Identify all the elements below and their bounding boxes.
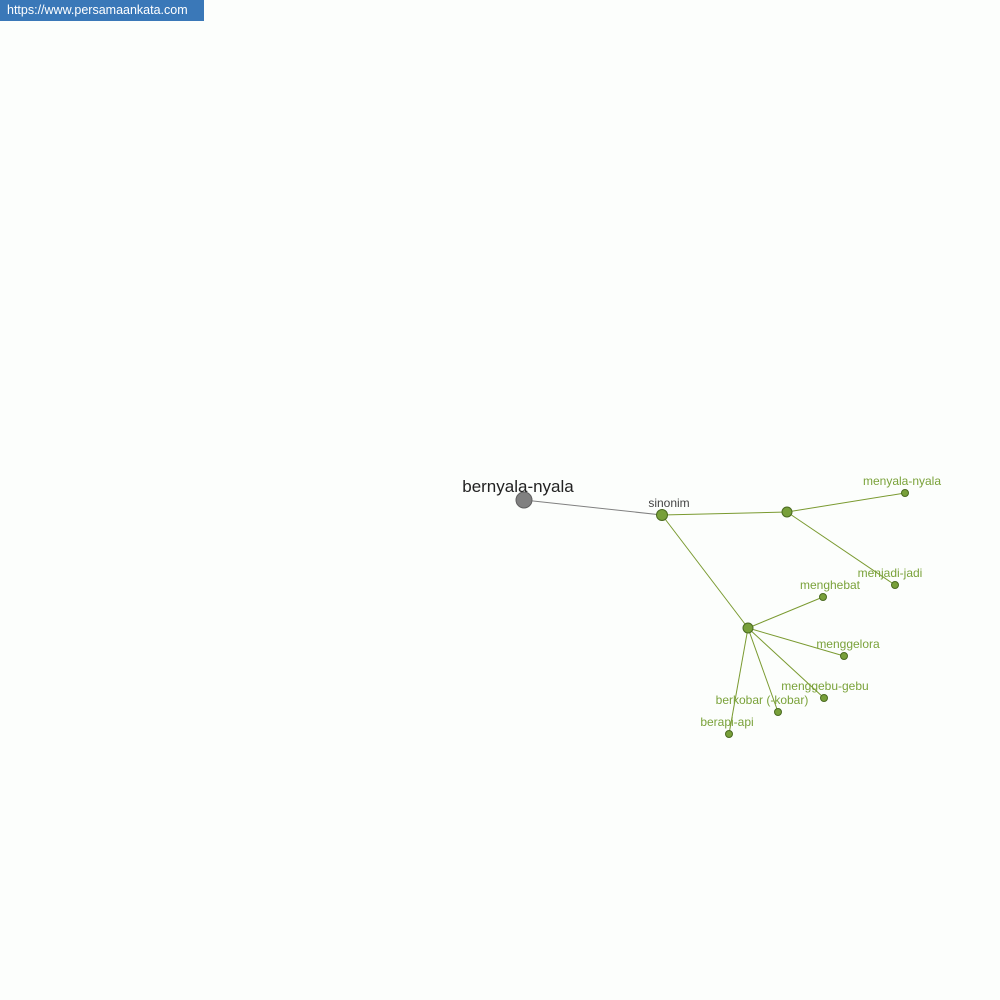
edge-hub1-menyala-nyala xyxy=(786,492,906,513)
edge-root-sinonim xyxy=(523,499,663,516)
leaf-node[interactable] xyxy=(840,652,848,660)
root-label[interactable]: bernyala-nyala xyxy=(462,477,574,496)
synonym-label[interactable]: menjadi-jadi xyxy=(858,566,923,580)
leaf-node[interactable] xyxy=(819,593,827,601)
edge-sinonim-hub2 xyxy=(661,514,749,629)
hub-node[interactable] xyxy=(742,622,754,634)
leaf-node[interactable] xyxy=(820,694,828,702)
synonym-label[interactable]: menyala-nyala xyxy=(863,474,941,488)
root-node[interactable] xyxy=(515,491,533,509)
edge-sinonim-hub1 xyxy=(661,511,788,516)
leaf-node[interactable] xyxy=(901,489,909,497)
leaf-node[interactable] xyxy=(774,708,782,716)
edge-hub2-menghebat xyxy=(747,596,824,629)
edge-hub2-berapi-api xyxy=(728,627,749,735)
site-url-badge[interactable]: https://www.persamaankata.com xyxy=(0,0,204,21)
synonym-label[interactable]: menghebat xyxy=(800,578,861,592)
synonym-label[interactable]: berkobar (-kobar) xyxy=(716,693,809,707)
edge-hub2-berkobar xyxy=(747,627,779,713)
leaf-node[interactable] xyxy=(891,581,899,589)
leaf-node[interactable] xyxy=(725,730,733,738)
synonym-label[interactable]: menggelora xyxy=(816,637,880,651)
edge-hub2-menggelora xyxy=(747,627,845,657)
synonym-label[interactable]: berapi-api xyxy=(700,715,753,729)
edge-hub1-menjadi-jadi xyxy=(786,511,896,586)
hub-node[interactable] xyxy=(781,506,793,518)
synonym-label[interactable]: menggebu-gebu xyxy=(781,679,868,693)
sinonim-node[interactable] xyxy=(656,509,668,521)
edge-hub2-menggebu-gebu xyxy=(747,627,825,699)
relation-label: sinonim xyxy=(648,496,689,510)
